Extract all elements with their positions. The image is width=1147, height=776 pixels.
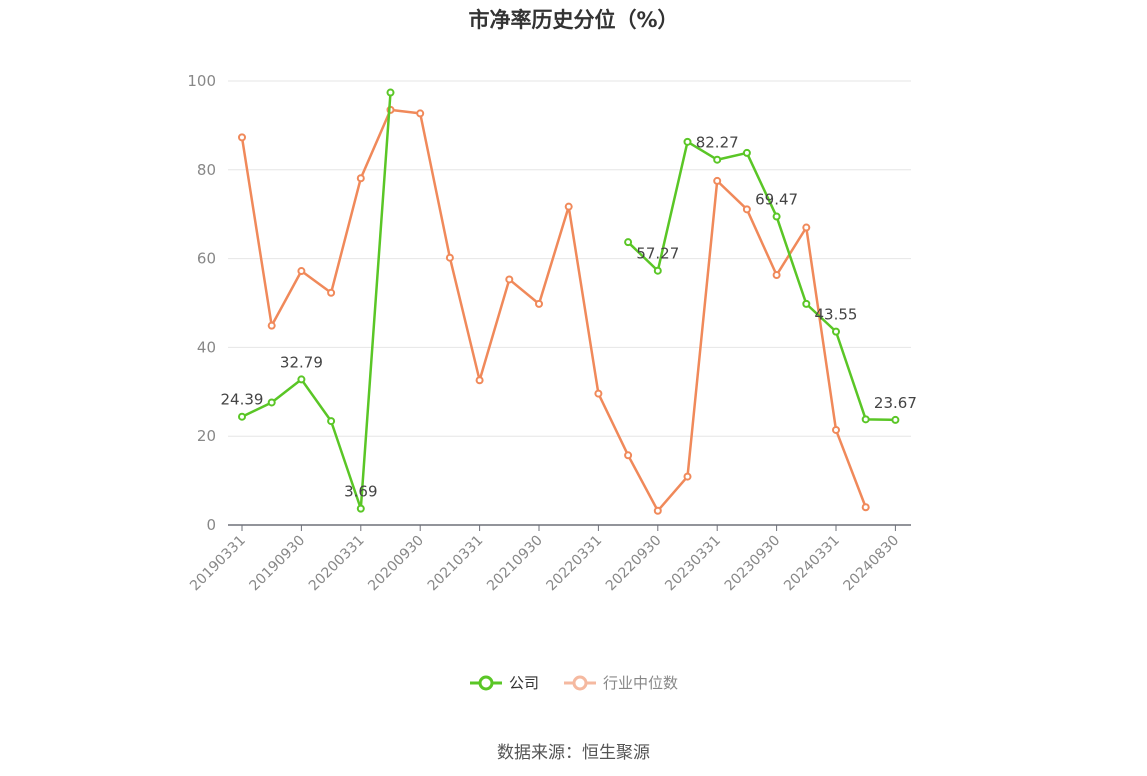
data-point-1 — [505, 275, 514, 284]
data-point-0 — [267, 398, 276, 407]
data-point-1 — [624, 451, 633, 460]
series-line-0 — [241, 92, 392, 510]
x-tick-label: 20230331 — [662, 533, 724, 595]
data-point-0 — [297, 375, 306, 384]
data-label: 23.67 — [874, 394, 917, 412]
data-label: 3.69 — [344, 483, 377, 501]
data-point-0 — [802, 299, 811, 308]
data-label: 43.55 — [815, 306, 858, 324]
data-point-0 — [624, 238, 633, 247]
data-point-1 — [564, 202, 573, 211]
data-point-0 — [683, 137, 692, 146]
grid-lines — [228, 80, 911, 437]
data-label: 82.27 — [696, 134, 739, 152]
legend-industry-marker-icon — [564, 675, 596, 690]
data-point-1 — [683, 472, 692, 481]
data-point-1 — [416, 109, 425, 118]
data-point-0 — [832, 327, 840, 336]
data-point-1 — [832, 425, 840, 434]
legend: 公司 行业中位数 — [0, 672, 1147, 693]
y-tick-label: 80 — [197, 161, 216, 179]
x-tick-label: 20200331 — [306, 533, 368, 595]
legend-company-label: 公司 — [508, 674, 539, 692]
legend-company-marker-icon — [469, 675, 502, 690]
x-tick-label: 20220331 — [544, 533, 606, 595]
x-tick-label: 20230930 — [722, 533, 784, 595]
data-point-0 — [653, 266, 662, 275]
y-tick-label: 60 — [197, 250, 216, 268]
data-point-0 — [356, 504, 365, 513]
data-point-1 — [594, 389, 603, 398]
data-point-1 — [327, 288, 336, 297]
x-tick-label: 20220930 — [603, 533, 665, 595]
data-point-1 — [445, 253, 454, 262]
x-axis: 2019033120190930202003312020093020210331… — [187, 524, 911, 595]
data-label: 32.79 — [280, 353, 323, 371]
data-point-1 — [356, 174, 365, 183]
series-line-0 — [627, 140, 896, 422]
data-point-0 — [772, 212, 781, 221]
y-axis-ticks: 0 20 40 60 80 100 — [187, 72, 216, 534]
data-point-0 — [386, 88, 395, 97]
x-tick-label: 20200930 — [365, 533, 427, 595]
data-point-0 — [238, 412, 246, 421]
data-point-0 — [891, 415, 900, 424]
legend-item-company[interactable]: 公司 — [469, 672, 539, 693]
data-label: 69.47 — [755, 191, 798, 209]
y-tick-label: 0 — [206, 516, 216, 534]
data-point-0 — [713, 155, 722, 164]
data-point-1 — [475, 376, 484, 385]
data-point-1 — [713, 176, 722, 185]
data-label: 24.39 — [221, 391, 264, 409]
legend-item-industry[interactable]: 行业中位数 — [563, 672, 678, 693]
data-point-1 — [742, 205, 751, 214]
data-label: 57.27 — [636, 245, 679, 263]
data-point-0 — [327, 417, 336, 426]
x-tick-label: 20210930 — [484, 533, 546, 595]
data-labels: 24.39 32.79 3.69 57.27 82.27 69.47 43.55 23.67 — [221, 134, 917, 501]
series-line-1 — [240, 108, 867, 513]
data-point-1 — [772, 271, 781, 280]
data-point-1 — [267, 321, 276, 330]
x-tick-label: 20190331 — [187, 533, 249, 595]
data-point-1 — [861, 503, 870, 512]
y-tick-label: 100 — [187, 72, 216, 90]
data-point-0 — [742, 148, 751, 157]
series-lines — [238, 88, 900, 515]
x-tick-label: 20210331 — [425, 533, 487, 595]
x-tick-label: 20240830 — [841, 533, 903, 595]
y-tick-label: 20 — [197, 427, 216, 445]
x-tick-label: 20240331 — [781, 533, 843, 595]
x-tick-label: 20190930 — [247, 533, 309, 595]
data-point-1 — [653, 506, 662, 515]
y-tick-label: 40 — [197, 338, 216, 356]
data-point-1 — [535, 299, 543, 308]
data-point-1 — [297, 267, 306, 276]
data-source-note: 数据来源：恒生聚源 — [497, 743, 650, 763]
data-point-0 — [861, 415, 870, 424]
chart-title: 市净率历史分位（%） — [468, 8, 679, 32]
data-point-1 — [238, 133, 246, 142]
data-point-1 — [802, 223, 811, 232]
legend-industry-label: 行业中位数 — [603, 674, 679, 692]
